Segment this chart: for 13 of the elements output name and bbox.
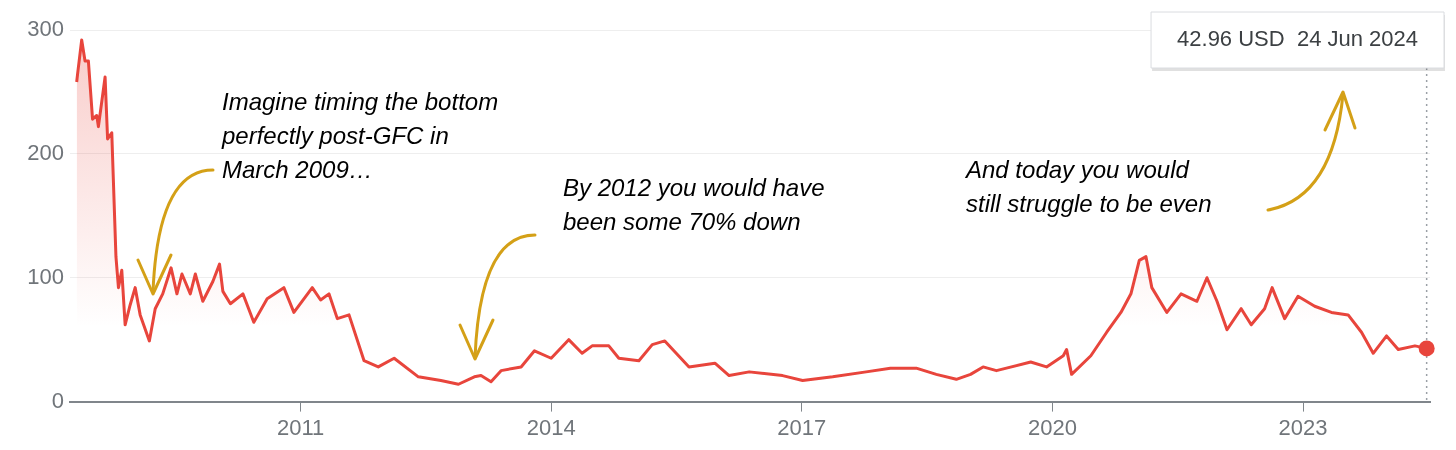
y-tick-label: 0 — [51, 387, 64, 413]
annotation: And today you would still struggle to be even — [964, 156, 1212, 217]
x-tick-label: 2020 — [1027, 414, 1077, 440]
annotation: By 2012 you would have been some 70% down — [563, 174, 825, 235]
annotation: Imagine timing the bottom perfectly post-GFC in March 2009… — [221, 88, 499, 183]
x-tick-label: 2023 — [1278, 414, 1328, 440]
x-tick-label: 2017 — [777, 414, 827, 440]
annotation: 42.96 USD 24 Jun 2024 — [1177, 26, 1419, 52]
y-tick-label: 200 — [27, 139, 64, 165]
y-tick-label: 300 — [27, 16, 64, 42]
x-tick-label: 2011 — [276, 414, 325, 440]
x-tick-label: 2014 — [526, 414, 576, 440]
y-tick-label: 100 — [27, 263, 64, 289]
